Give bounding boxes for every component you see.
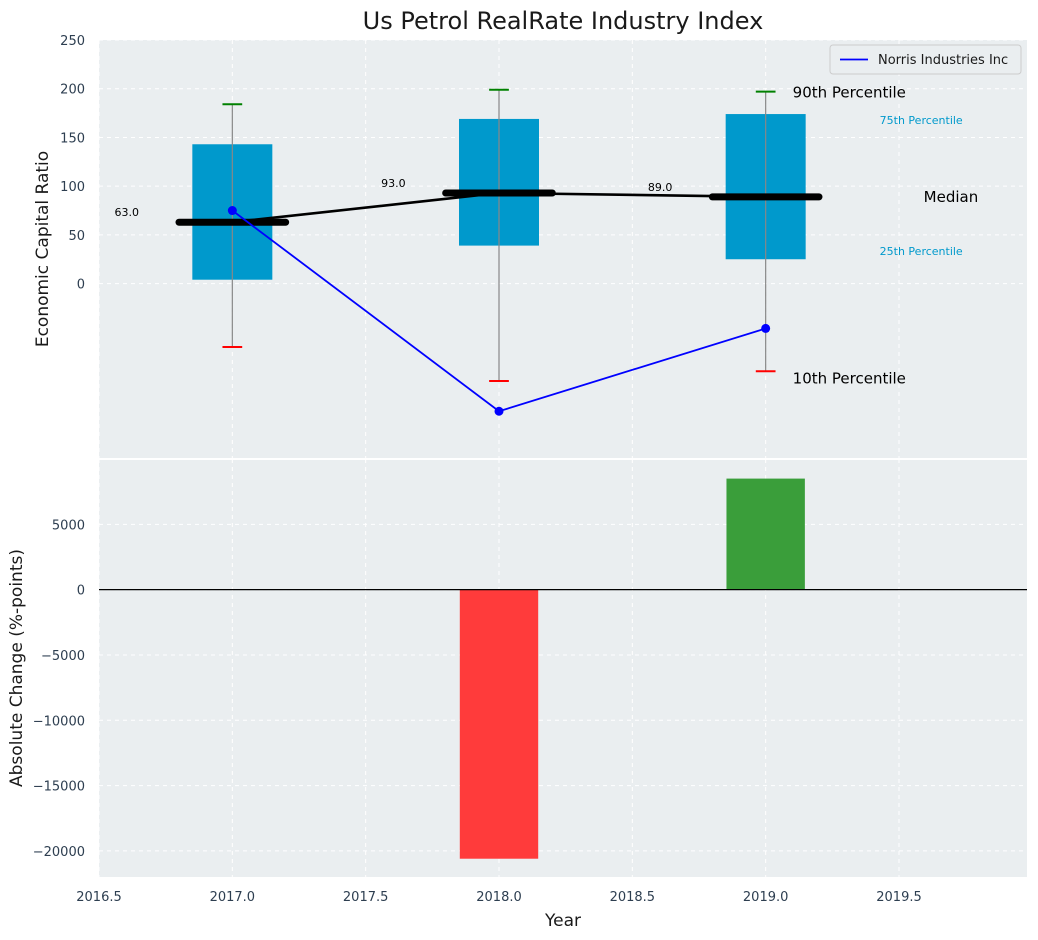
annotation-median: Median <box>924 188 979 206</box>
annotation-p25: 25th Percentile <box>880 245 963 258</box>
top-y-tick-label: 100 <box>60 180 85 195</box>
top-y-tick-label: 0 <box>77 278 85 293</box>
top-y-tick-label: 250 <box>60 34 85 49</box>
top-y-axis-label: Economic Capital Ratio <box>33 151 53 347</box>
percentile-annotations: 90th Percentile 75th Percentile Median 25th… <box>793 84 979 388</box>
chart-title: Us Petrol RealRate Industry Index <box>363 7 764 35</box>
change-bars <box>99 478 1027 859</box>
legend-box <box>829 44 1022 75</box>
top-y-ticks: 0 50 100 150 200 250 <box>60 34 85 293</box>
median-trend <box>232 191 766 224</box>
legend: Norris Industries Inc <box>829 44 1022 75</box>
bottom-y-tick-label: −20000 <box>33 845 85 860</box>
x-tick-label: 2017.0 <box>210 890 256 905</box>
median-trend-line <box>232 191 766 224</box>
x-tick-label: 2018.5 <box>610 890 656 905</box>
median-value-label: 89.0 <box>648 181 673 194</box>
legend-label: Norris Industries Inc <box>878 53 1008 68</box>
change-bar <box>459 589 539 859</box>
company-point <box>761 323 771 333</box>
company-series <box>227 206 771 416</box>
bottom-y-tick-label: −10000 <box>33 714 85 729</box>
annotation-p75: 75th Percentile <box>880 114 963 127</box>
bottom-plot-area <box>99 459 1027 877</box>
annotation-p10: 10th Percentile <box>793 369 906 387</box>
top-y-tick-label: 150 <box>60 131 85 146</box>
x-tick-label: 2019.0 <box>743 890 789 905</box>
x-tick-label: 2016.5 <box>76 890 122 905</box>
bottom-y-tick-label: −5000 <box>41 649 85 664</box>
bottom-y-tick-label: −15000 <box>33 780 85 795</box>
top-y-tick-label: 50 <box>68 229 85 244</box>
median-value-label: 63.0 <box>115 206 140 219</box>
top-y-tick-label: 200 <box>60 83 85 98</box>
annotation-p90: 90th Percentile <box>793 84 906 102</box>
company-point <box>227 206 237 216</box>
x-tick-label: 2017.5 <box>343 890 389 905</box>
x-tick-label: 2019.5 <box>876 890 922 905</box>
median-value-label: 93.0 <box>381 177 406 190</box>
x-axis-label: Year <box>544 911 581 931</box>
bottom-grid <box>98 459 1027 877</box>
bottom-y-ticks: −20000 −15000 −10000 −5000 0 5000 <box>33 518 85 860</box>
x-tick-label: 2018.0 <box>476 890 522 905</box>
bottom-y-tick-label: 5000 <box>52 518 85 533</box>
company-point <box>494 406 504 416</box>
bottom-y-tick-label: 0 <box>77 584 85 599</box>
x-ticks: 2016.5 2017.0 2017.5 2018.0 2018.5 2019.0 2019… <box>76 890 922 905</box>
change-bar <box>726 478 805 590</box>
bottom-y-axis-label: Absolute Change (%-points) <box>7 549 27 787</box>
